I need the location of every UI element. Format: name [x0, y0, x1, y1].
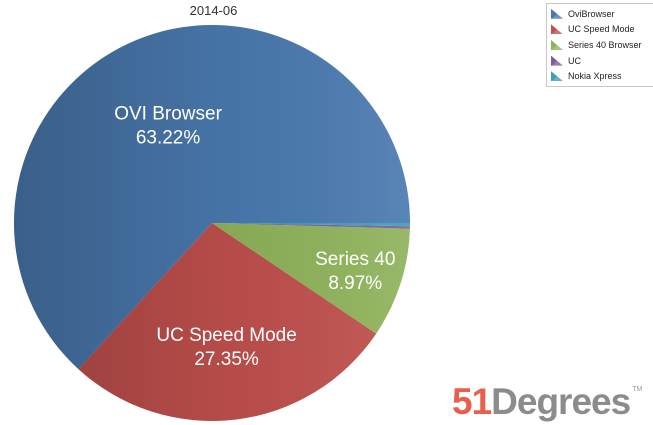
- legend-label: Series 40 Browser: [568, 39, 642, 50]
- legend-item-series-40-browser: Series 40 Browser: [551, 37, 653, 53]
- legend-item-uc: UC: [551, 53, 653, 69]
- logo-trademark: TM: [632, 386, 643, 393]
- 51degrees-logo: 51 Degrees TM: [452, 380, 642, 424]
- legend-label: UC: [568, 55, 581, 66]
- chart-title: 2014-06: [189, 3, 238, 18]
- logo-word: Degrees: [491, 381, 631, 422]
- logo-number: 51: [452, 381, 492, 422]
- pie-chart: OVI Browser 63.22% UC Speed Mode 27.35% Seri…: [13, 25, 410, 421]
- legend-swatch: [551, 71, 563, 82]
- slice-label-uc-speed-mode: UC Speed Mode: [156, 325, 296, 346]
- legend-swatch: [551, 55, 563, 66]
- legend-item-nokia-xpress: Nokia Xpress: [551, 68, 653, 84]
- legend-swatch: [551, 8, 563, 19]
- legend-item-ovibrowser: OviBrowser: [551, 6, 653, 22]
- slice-value-uc-speed-mode: 27.35%: [194, 349, 259, 370]
- slice-label-series-40-browser: Series 40: [315, 249, 395, 270]
- legend-item-uc-speed-mode: UC Speed Mode: [551, 22, 653, 38]
- legend-label: OviBrowser: [568, 8, 615, 19]
- legend-swatch: [551, 24, 563, 35]
- legend: OviBrowser UC Speed Mode Series 40 Browser…: [546, 3, 653, 87]
- legend-label: UC Speed Mode: [568, 24, 635, 35]
- legend-label: Nokia Xpress: [568, 71, 622, 82]
- slice-value-ovibrowser: 63.22%: [136, 127, 201, 148]
- slice-value-series-40-browser: 8.97%: [328, 273, 382, 294]
- legend-swatch: [551, 39, 563, 50]
- slice-label-ovibrowser: OVI Browser: [114, 103, 222, 124]
